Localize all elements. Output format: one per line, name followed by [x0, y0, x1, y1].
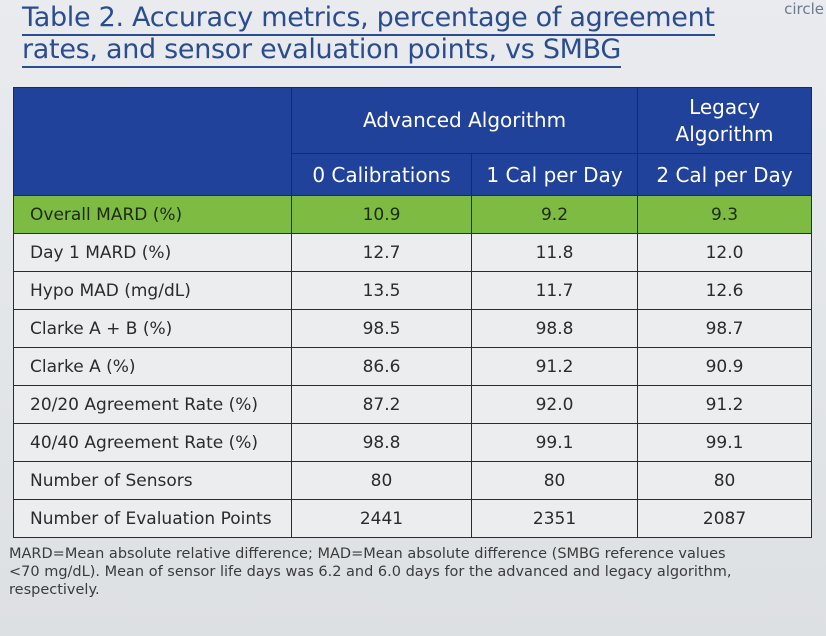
table-title: Table 2. Accuracy metrics, percentage of…	[22, 2, 762, 68]
advanced-algorithm-header: Advanced Algorithm	[290, 87, 639, 154]
cell-advanced-1cal: 91.2	[470, 347, 639, 386]
cell-advanced-0cal: 10.9	[291, 195, 472, 234]
table-row: Overall MARD (%) 10.9 9.2 9.3	[13, 195, 813, 234]
cell-advanced-1cal: 80	[470, 461, 639, 500]
cell-advanced-0cal: 98.8	[291, 423, 472, 462]
table-row: Day 1 MARD (%) 12.7 11.8 12.0	[13, 233, 813, 272]
corner-label: circle	[784, 0, 824, 18]
cell-advanced-0cal: 2441	[291, 499, 472, 538]
footnote-line-3: respectively.	[9, 582, 100, 598]
table-footnote: MARD=Mean absolute relative difference; …	[9, 545, 809, 599]
cell-legacy-2cal: 12.0	[637, 233, 813, 272]
table-row: Clarke A (%) 86.6 91.2 90.9	[13, 347, 813, 386]
row-label: Clarke A (%)	[13, 347, 292, 386]
row-label: Number of Evaluation Points	[13, 499, 292, 538]
title-line-2: rates, and sensor evaluation points, vs …	[22, 34, 621, 68]
cell-legacy-2cal: 80	[637, 461, 813, 500]
cell-legacy-2cal: 98.7	[637, 309, 813, 348]
cell-advanced-1cal: 11.8	[470, 233, 639, 272]
cell-advanced-0cal: 86.6	[291, 347, 472, 386]
cell-legacy-2cal: 9.3	[637, 195, 813, 234]
header-empty-cell	[13, 87, 292, 196]
table-row: Clarke A + B (%) 98.5 98.8 98.7	[13, 309, 813, 348]
table-subheader-row: 0 Calibrations 1 Cal per Day 2 Cal per D…	[13, 153, 813, 196]
cell-advanced-1cal: 92.0	[470, 385, 639, 424]
table-row: 20/20 Agreement Rate (%) 87.2 92.0 91.2	[13, 385, 813, 424]
cell-advanced-0cal: 13.5	[291, 271, 472, 310]
cell-legacy-2cal: 12.6	[637, 271, 813, 310]
cell-advanced-1cal: 99.1	[470, 423, 639, 462]
cell-advanced-1cal: 98.8	[470, 309, 639, 348]
cell-legacy-2cal: 91.2	[637, 385, 813, 424]
table-row: Number of Evaluation Points 2441 2351 20…	[13, 499, 813, 538]
legacy-algorithm-label: Legacy Algorithm	[675, 94, 774, 146]
footnote-line-1: MARD=Mean absolute relative difference; …	[9, 546, 726, 562]
row-label: Hypo MAD (mg/dL)	[13, 271, 292, 310]
row-label: Number of Sensors	[13, 461, 292, 500]
row-label: Clarke A + B (%)	[13, 309, 292, 348]
subheader-1-cal-per-day: 1 Cal per Day	[470, 153, 639, 196]
footnote-line-2: <70 mg/dL). Mean of sensor life days was…	[9, 564, 732, 580]
cell-legacy-2cal: 90.9	[637, 347, 813, 386]
subheader-2-cal-per-day: 2 Cal per Day	[637, 153, 813, 196]
cell-advanced-0cal: 80	[291, 461, 472, 500]
legacy-algorithm-header: Legacy Algorithm	[637, 87, 813, 154]
cell-legacy-2cal: 2087	[637, 499, 813, 538]
row-label: 40/40 Agreement Rate (%)	[13, 423, 292, 462]
table-row: Number of Sensors 80 80 80	[13, 461, 813, 500]
cell-advanced-0cal: 98.5	[291, 309, 472, 348]
accuracy-table: Advanced Algorithm Legacy Algorithm 0 Ca…	[13, 87, 813, 538]
table-row: 40/40 Agreement Rate (%) 98.8 99.1 99.1	[13, 423, 813, 462]
row-label: Overall MARD (%)	[13, 195, 292, 234]
cell-advanced-1cal: 11.7	[470, 271, 639, 310]
row-label: 20/20 Agreement Rate (%)	[13, 385, 292, 424]
table-header-row: Advanced Algorithm Legacy Algorithm	[13, 87, 813, 196]
cell-advanced-0cal: 87.2	[291, 385, 472, 424]
cell-advanced-0cal: 12.7	[291, 233, 472, 272]
cell-advanced-1cal: 9.2	[470, 195, 639, 234]
subheader-0-calibrations: 0 Calibrations	[291, 153, 472, 196]
cell-legacy-2cal: 99.1	[637, 423, 813, 462]
table-row: Hypo MAD (mg/dL) 13.5 11.7 12.6	[13, 271, 813, 310]
title-line-1: Table 2. Accuracy metrics, percentage of…	[22, 2, 715, 36]
row-label: Day 1 MARD (%)	[13, 233, 292, 272]
cell-advanced-1cal: 2351	[470, 499, 639, 538]
